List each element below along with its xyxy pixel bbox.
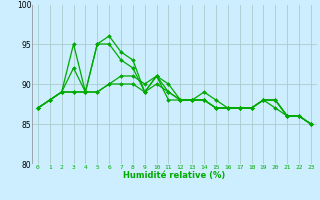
- X-axis label: Humidité relative (%): Humidité relative (%): [123, 171, 226, 180]
